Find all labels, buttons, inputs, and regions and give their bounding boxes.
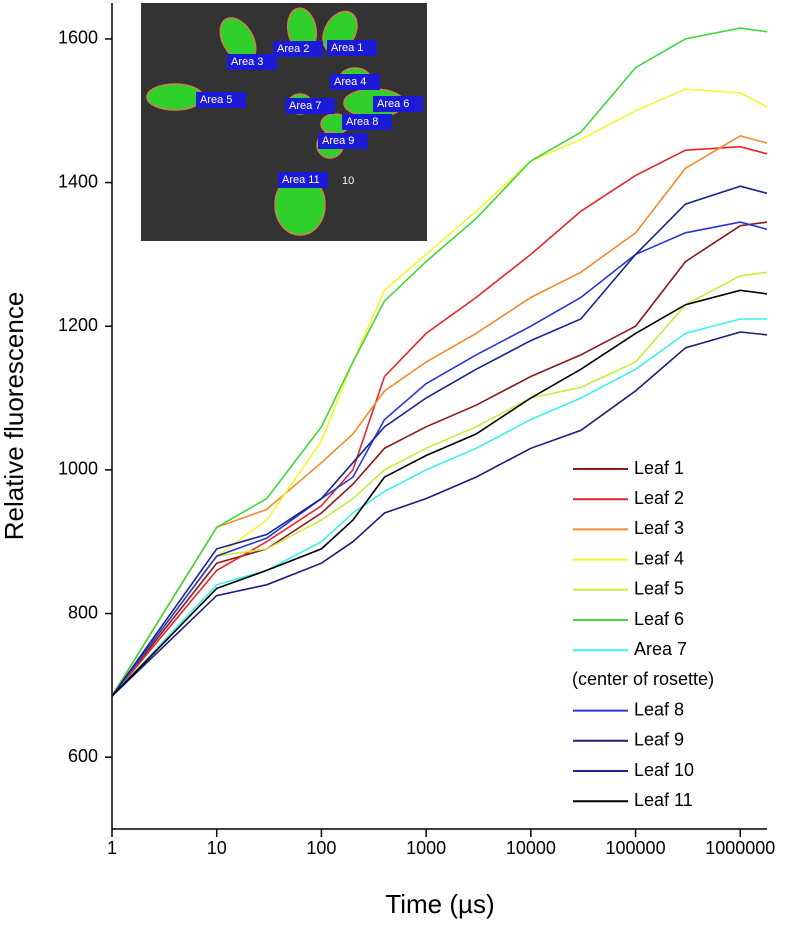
area-label: 10: [342, 175, 354, 187]
legend-note: (center of rosette): [572, 669, 714, 689]
x-tick-label: 10: [207, 838, 227, 858]
area-label: Area 6: [377, 98, 409, 110]
x-axis-label: Time (µs): [385, 889, 494, 919]
legend-label: Leaf 10: [634, 760, 694, 780]
series-line: [111, 135, 768, 697]
area-label: Area 1: [331, 42, 363, 54]
y-axis-label: Relative fluorescence: [0, 292, 29, 541]
y-tick-label: 600: [68, 746, 98, 766]
x-tick-label: 1000000: [705, 838, 775, 858]
area-label: Area 11: [282, 174, 320, 186]
area-label: Area 9: [322, 135, 354, 147]
series-line: [111, 289, 768, 697]
area-label: Area 7: [289, 100, 321, 112]
area-label: Area 3: [231, 56, 263, 68]
legend-label: Leaf 11: [634, 790, 693, 810]
legend-label: Leaf 1: [634, 458, 684, 478]
series-line: [111, 221, 768, 697]
area-label: Area 2: [277, 43, 309, 55]
area-tag: [330, 74, 380, 90]
series-line: [111, 145, 768, 697]
legend-label: Leaf 2: [634, 488, 684, 508]
series-line: [111, 271, 768, 697]
x-tick-label: 100: [306, 838, 336, 858]
x-tick-label: 1: [107, 838, 117, 858]
legend-label: Leaf 9: [634, 730, 684, 750]
area-label: Area 5: [200, 94, 232, 106]
area-label: Area 8: [346, 116, 378, 128]
series-line: [111, 221, 768, 697]
series-line: [111, 88, 768, 697]
area-tag: [227, 54, 277, 70]
legend-label: Leaf 8: [634, 699, 684, 719]
inset-photo: Area 1 Area 2 Area 3 Area 4 Area 5 Area 6 Area…: [141, 3, 427, 241]
legend-label: Leaf 4: [634, 548, 684, 568]
area-label: Area 4: [334, 76, 366, 88]
x-tick-label: 100000: [606, 838, 666, 858]
series-line: [111, 318, 767, 697]
area-tag: [373, 96, 423, 112]
area-tag: [318, 133, 368, 149]
series-line: [111, 185, 768, 697]
x-tick-label: 1000: [406, 838, 446, 858]
area-tag: [273, 41, 323, 57]
y-tick-label: 1600: [58, 28, 98, 48]
series-line: [111, 27, 768, 697]
series-line: [111, 331, 768, 697]
y-tick-label: 1400: [58, 171, 98, 191]
legend-label: Leaf 3: [634, 518, 684, 538]
y-tick-label: 1000: [58, 459, 98, 479]
area-tag: [196, 92, 246, 108]
y-tick-label: 1200: [58, 315, 98, 335]
area-tag: [342, 114, 392, 130]
legend-label: Area 7: [634, 639, 687, 659]
area-tag: [285, 98, 335, 114]
area-tag: [278, 172, 328, 188]
legend-label: Leaf 5: [634, 579, 684, 599]
legend-label: Leaf 6: [634, 609, 684, 629]
y-tick-label: 800: [68, 602, 98, 622]
x-tick-label: 10000: [506, 838, 556, 858]
area-tag: [327, 40, 377, 56]
